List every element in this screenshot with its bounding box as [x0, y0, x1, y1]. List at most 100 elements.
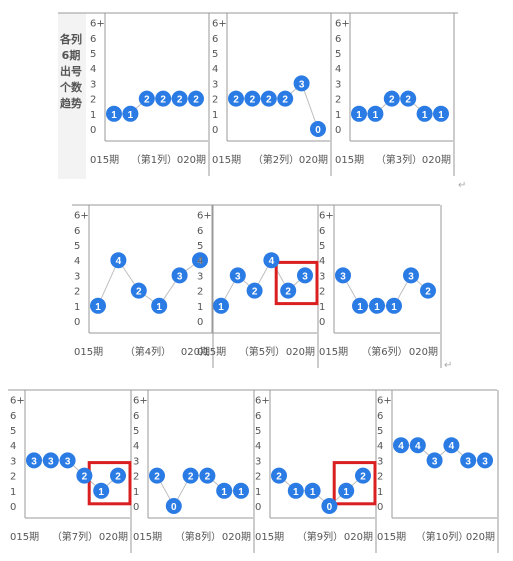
data-label: 2 [115, 472, 121, 483]
data-point [138, 90, 155, 107]
data-point [188, 90, 204, 107]
y-tick-label: 6+ [10, 396, 25, 407]
y-tick-label: 2 [74, 287, 80, 298]
y-tick-label: 6 [319, 226, 325, 237]
data-label: 2 [405, 95, 411, 106]
data-label: 2 [188, 472, 194, 483]
y-tick-label: 2 [255, 472, 261, 483]
data-label: 0 [315, 125, 321, 136]
data-label: 1 [293, 487, 299, 498]
data-label: 4 [116, 256, 122, 267]
y-tick-label: 1 [212, 110, 218, 121]
data-point [367, 105, 384, 122]
y-tick-label: 6+ [197, 211, 212, 222]
y-tick-label: 4 [74, 256, 80, 267]
data-point [228, 90, 244, 107]
y-tick-label: 6+ [90, 19, 105, 30]
highlight-box [87, 461, 132, 506]
series-line [220, 259, 306, 307]
data-label: 3 [432, 456, 438, 467]
y-tick-label: 5 [319, 241, 325, 252]
y-tick-label: 6+ [335, 19, 350, 30]
data-label: 2 [82, 472, 88, 483]
y-tick-label: 5 [212, 49, 218, 60]
data-point [149, 467, 165, 484]
x-start-label: 015期 [10, 531, 39, 543]
y-tick-label: 6 [335, 34, 341, 45]
y-tick-label: 2 [212, 95, 218, 106]
highlight-box [332, 461, 377, 506]
data-label: 4 [269, 256, 275, 267]
data-point [297, 267, 313, 284]
y-tick-label: 5 [10, 426, 16, 437]
y-tick-label: 4 [197, 256, 203, 267]
x-end-label: 020期 [286, 346, 315, 358]
data-point [277, 90, 294, 107]
data-label: 3 [31, 456, 37, 467]
x-start-label: 015期 [377, 531, 406, 543]
data-point [122, 105, 139, 122]
y-tick-label: 5 [335, 49, 341, 60]
data-point [271, 467, 287, 484]
data-point [199, 467, 216, 484]
data-point [171, 90, 188, 107]
data-label: 3 [340, 271, 346, 282]
side-title: 各列6期出号个数趋势 [60, 33, 82, 110]
x-start-label: 015期 [255, 531, 284, 543]
y-tick-label: 2 [197, 287, 203, 298]
y-tick-label: 6+ [377, 396, 392, 407]
x-end-label: 020期 [177, 154, 206, 166]
data-label: 2 [233, 95, 239, 106]
y-tick-label: 6 [255, 411, 261, 422]
data-point [171, 267, 188, 284]
data-label: 1 [98, 487, 104, 498]
data-point [386, 297, 402, 314]
y-tick-label: 1 [377, 487, 383, 498]
data-point [338, 482, 355, 499]
data-point [42, 452, 59, 469]
y-tick-label: 0 [377, 502, 383, 513]
data-label: 1 [438, 110, 444, 121]
data-point [246, 282, 263, 299]
y-tick-label: 5 [197, 241, 203, 252]
data-label: 2 [144, 95, 150, 106]
paragraph-mark: ↵ [458, 180, 467, 191]
data-point [477, 452, 493, 469]
data-point [26, 452, 42, 469]
y-tick-label: 6 [10, 411, 16, 422]
data-label: 2 [276, 472, 282, 483]
y-tick-label: 5 [90, 49, 96, 60]
data-point [335, 267, 351, 284]
y-tick-label: 4 [10, 441, 16, 452]
y-tick-label: 4 [133, 441, 139, 452]
data-point [293, 75, 310, 92]
data-label: 2 [282, 95, 288, 106]
data-label: 4 [449, 441, 455, 452]
data-point [106, 105, 122, 122]
y-tick-label: 4 [319, 256, 325, 267]
data-point [443, 437, 460, 454]
data-label: 2 [154, 472, 160, 483]
y-tick-label: 6+ [212, 19, 227, 30]
data-label: 3 [65, 456, 71, 467]
x-end-label: 020期 [99, 531, 128, 543]
y-tick-label: 3 [197, 271, 203, 282]
data-label: 2 [250, 95, 256, 106]
y-tick-label: 3 [255, 456, 261, 467]
chart-column-label: （第2列） [253, 153, 299, 166]
data-label: 2 [360, 472, 366, 483]
data-label: 3 [177, 271, 183, 282]
data-label: 1 [156, 302, 162, 313]
y-tick-label: 6 [377, 411, 383, 422]
data-point [383, 90, 400, 107]
data-label: 1 [343, 487, 349, 498]
y-tick-label: 2 [10, 472, 16, 483]
y-tick-label: 3 [212, 79, 218, 90]
data-label: 1 [238, 487, 244, 498]
y-tick-label: 0 [197, 317, 203, 328]
data-label: 1 [422, 110, 428, 121]
y-tick-label: 4 [377, 441, 383, 452]
data-label: 2 [193, 95, 199, 106]
chart-column-label: （第6列） [361, 345, 407, 358]
